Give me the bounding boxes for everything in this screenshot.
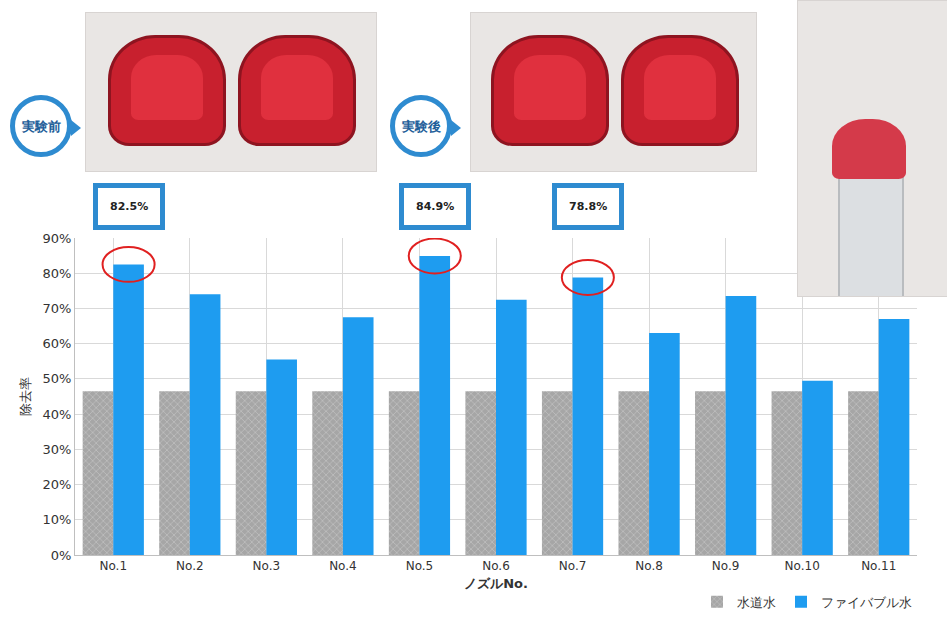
svg-text:50%: 50% — [42, 371, 71, 386]
svg-text:ノズルNo.: ノズルNo. — [464, 576, 528, 591]
svg-text:No.11: No.11 — [861, 559, 896, 573]
html-text:実験前: 実験前 — [21, 118, 61, 134]
svg-text:No.5: No.5 — [406, 559, 434, 573]
svg-text:No.4: No.4 — [329, 559, 357, 573]
svg-text:水道水: 水道水 — [737, 595, 776, 610]
html-text:実験後: 実験後 — [401, 118, 441, 134]
svg-text:No.2: No.2 — [176, 559, 204, 573]
svg-text:No.7: No.7 — [559, 559, 587, 573]
svg-text:ファイバブル水: ファイバブル水 — [821, 595, 912, 610]
svg-text:82.5%: 82.5% — [110, 200, 148, 213]
svg-text:90%: 90% — [42, 231, 71, 246]
svg-text:No.3: No.3 — [253, 559, 281, 573]
svg-text:60%: 60% — [42, 336, 71, 351]
svg-text:70%: 70% — [42, 301, 71, 316]
svg-text:No.6: No.6 — [482, 559, 510, 573]
svg-text:20%: 20% — [42, 477, 71, 492]
svg-text:No.10: No.10 — [785, 559, 820, 573]
svg-text:除去率: 除去率 — [18, 377, 33, 416]
svg-text:10%: 10% — [42, 512, 71, 527]
svg-text:30%: 30% — [42, 442, 71, 457]
svg-text:80%: 80% — [42, 266, 71, 281]
svg-text:No.9: No.9 — [712, 559, 740, 573]
svg-text:0%: 0% — [51, 548, 72, 563]
svg-text:No.8: No.8 — [635, 559, 663, 573]
svg-text:84.9%: 84.9% — [416, 200, 454, 213]
svg-text:40%: 40% — [42, 407, 71, 422]
svg-text:No.1: No.1 — [99, 559, 127, 573]
svg-text:78.8%: 78.8% — [569, 200, 607, 213]
